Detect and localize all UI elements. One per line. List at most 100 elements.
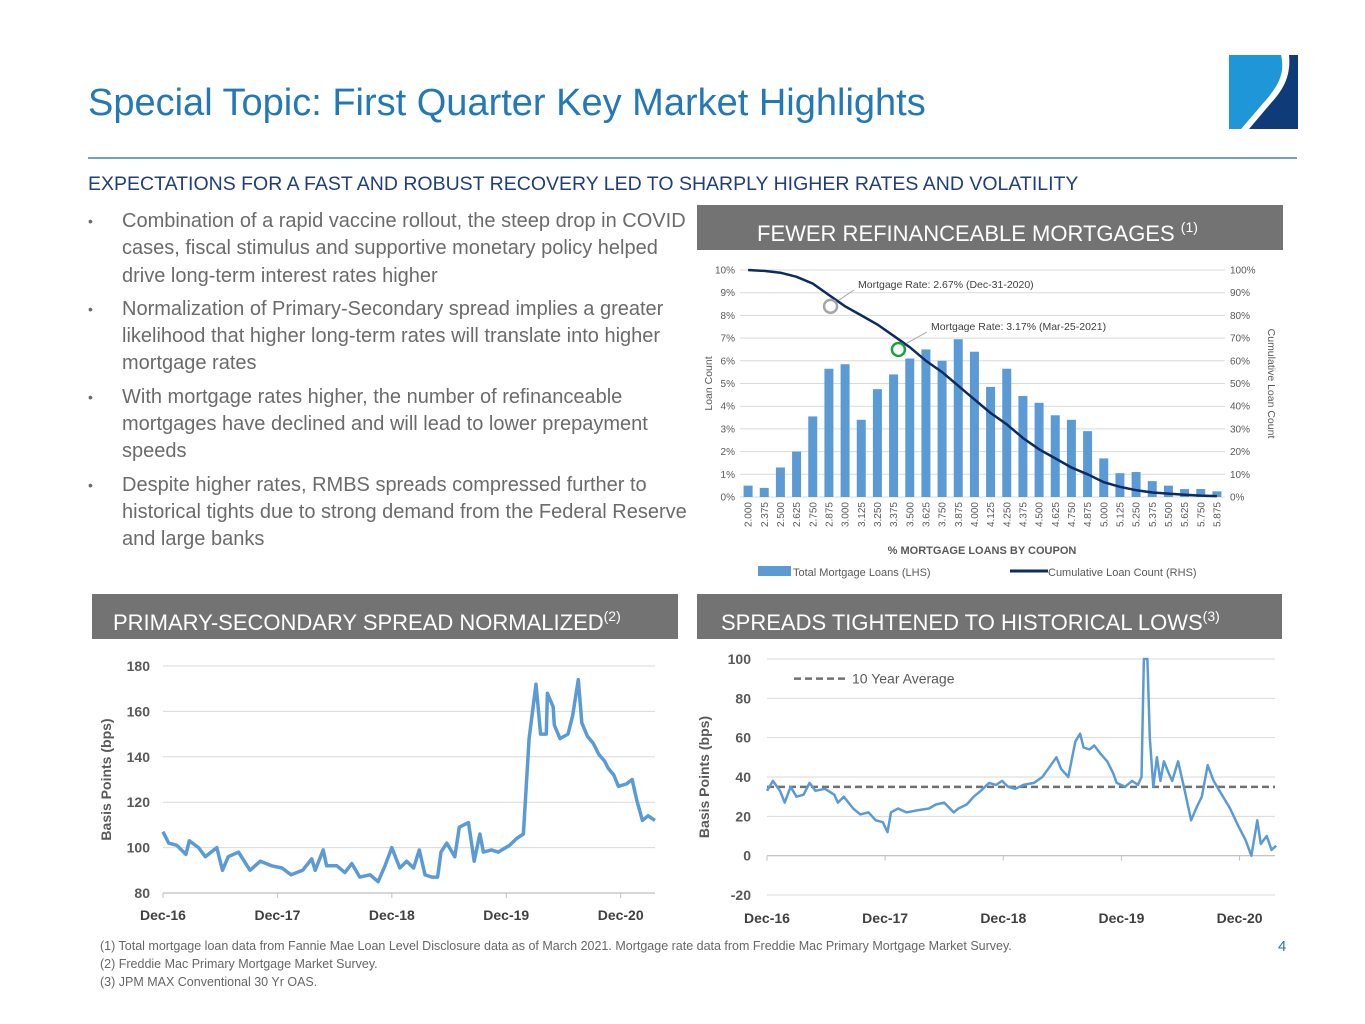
header-text: SPREADS TIGHTENED TO HISTORICAL LOWS <box>721 610 1203 635</box>
page-number: 4 <box>1278 938 1287 955</box>
x-tick-label: Dec-17 <box>862 910 908 926</box>
spread-line <box>161 677 656 884</box>
header-spreads-tightened: SPREADS TIGHTENED TO HISTORICAL LOWS(3) <box>697 594 1282 639</box>
x-tick-label: 3.375 <box>889 502 900 527</box>
y2-tick-label: 10% <box>1230 470 1250 481</box>
x-tick-label: 5.750 <box>1196 502 1207 527</box>
x-tick-label: 2.750 <box>808 502 819 527</box>
bar <box>1115 473 1125 497</box>
bullet-item: • With mortgage rates higher, the number … <box>88 384 688 466</box>
x-tick-label: 4.500 <box>1035 502 1046 527</box>
y-tick-label: 120 <box>127 794 151 810</box>
x-tick-label: Dec-17 <box>254 907 300 923</box>
header-text: PRIMARY-SECONDARY SPREAD NORMALIZED <box>113 610 604 635</box>
header-text: FEWER REFINANCEABLE MORTGAGES <box>757 221 1181 246</box>
footnote-3: (3) JPM MAX Conventional 30 Yr OAS. <box>100 975 318 989</box>
y2-tick-label: 20% <box>1230 447 1250 458</box>
y-tick-label: 1% <box>721 470 736 481</box>
bar <box>969 351 979 497</box>
x-tick-label: 2.375 <box>760 502 771 527</box>
legend-label: Cumulative Loan Count (RHS) <box>1048 567 1197 579</box>
x-tick-label: Dec-19 <box>483 907 529 923</box>
x-tick-label: 2.875 <box>824 502 835 527</box>
y-tick-label: 80 <box>735 690 751 706</box>
bar <box>953 339 963 497</box>
bar <box>872 389 882 497</box>
bullet-item: • Normalization of Primary-Secondary spre… <box>88 296 688 378</box>
section-subtitle: EXPECTATIONS FOR A FAST AND ROBUST RECOV… <box>88 173 1079 195</box>
page-title: Special Topic: First Quarter Key Market … <box>88 82 926 124</box>
bullet-text: Despite higher rates, RMBS spreads compr… <box>122 473 687 551</box>
y-tick-label: 100 <box>127 840 151 856</box>
y2-axis-title: Cumulative Loan Count <box>1265 329 1277 439</box>
y-tick-label: 180 <box>127 658 151 674</box>
x-tick-label: 2.000 <box>744 502 755 527</box>
bullet-item: • Combination of a rapid vaccine rollout,… <box>88 208 688 290</box>
x-tick-label: Dec-19 <box>1098 910 1144 926</box>
bar <box>1002 368 1012 497</box>
x-tick-label: 3.875 <box>954 502 965 527</box>
y-tick-label: 160 <box>127 703 151 719</box>
x-tick-label: Dec-16 <box>744 910 790 926</box>
y-tick-label: 4% <box>721 402 736 413</box>
y-tick-label: 40 <box>735 769 751 785</box>
y2-tick-label: 60% <box>1230 356 1250 367</box>
footnote-1: (1) Total mortgage loan data from Fannie… <box>100 939 1012 953</box>
x-tick-label: Dec-20 <box>1217 910 1263 926</box>
x-tick-label: 4.625 <box>1051 502 1062 527</box>
footnote-ref: (1) <box>1180 219 1198 235</box>
bar <box>1163 485 1173 497</box>
bar <box>1083 431 1093 497</box>
x-tick-label: 3.750 <box>938 502 949 527</box>
x-tick-label: 3.250 <box>873 502 884 527</box>
x-tick-label: 5.250 <box>1132 502 1143 527</box>
y-tick-label: 5% <box>721 379 736 390</box>
bar <box>1131 472 1141 497</box>
y-tick-label: 8% <box>721 311 736 322</box>
bullet-text: Combination of a rapid vaccine rollout, … <box>122 210 686 287</box>
y-tick-label: 9% <box>721 288 736 299</box>
cumulative-line <box>748 268 1217 498</box>
y-tick-label: 60 <box>735 730 751 746</box>
x-tick-label: 5.125 <box>1115 502 1126 527</box>
x-tick-label: 2.500 <box>776 502 787 527</box>
title-divider <box>88 157 1297 159</box>
bar <box>1066 419 1076 497</box>
y-axis-title: Basis Points (bps) <box>98 718 114 840</box>
bullet-text: Normalization of Primary-Secondary sprea… <box>122 297 664 375</box>
x-tick-label: 5.500 <box>1164 502 1175 527</box>
x-tick-label: 2.625 <box>792 502 803 527</box>
bar <box>840 364 850 497</box>
bar <box>856 419 866 497</box>
bar <box>792 451 802 497</box>
x-axis-title: % MORTGAGE LOANS BY COUPON <box>888 545 1077 557</box>
x-tick-label: 4.375 <box>1018 502 1029 527</box>
company-logo <box>1229 55 1298 129</box>
x-tick-label: 4.000 <box>970 502 981 527</box>
bar <box>743 485 753 497</box>
y2-tick-label: 100% <box>1230 266 1256 277</box>
y2-tick-label: 30% <box>1230 424 1250 435</box>
bar <box>759 487 769 497</box>
y-tick-label: 3% <box>721 424 736 435</box>
y2-tick-label: 50% <box>1230 379 1250 390</box>
bar <box>1018 395 1028 497</box>
y-tick-label: 20 <box>735 808 751 824</box>
x-tick-label: Dec-18 <box>980 910 1026 926</box>
y-axis-title: Basis Points (bps) <box>696 716 712 838</box>
x-tick-label: Dec-16 <box>140 907 186 923</box>
y2-tick-label: 90% <box>1230 288 1250 299</box>
x-tick-label: 3.000 <box>841 502 852 527</box>
y2-tick-label: 70% <box>1230 334 1250 345</box>
bullet-icon: • <box>88 213 93 229</box>
y-tick-label: 100 <box>728 651 752 667</box>
x-tick-label: 3.125 <box>857 502 868 527</box>
y-tick-label: 6% <box>721 356 736 367</box>
y-tick-label: 80 <box>134 885 150 901</box>
annotation-label: Mortgage Rate: 3.17% (Mar-25-2021) <box>931 321 1106 333</box>
legend-label: 10 Year Average <box>852 671 955 687</box>
x-tick-label: 5.625 <box>1180 502 1191 527</box>
bullet-icon: • <box>88 300 93 317</box>
green-marker <box>890 341 907 358</box>
